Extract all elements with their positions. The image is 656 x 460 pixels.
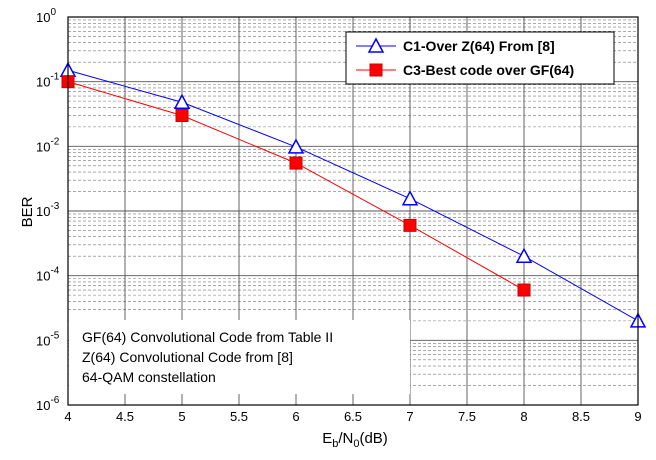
x-tick-label: 7.5	[458, 409, 476, 424]
series-layer	[59, 61, 647, 328]
data-point-square	[403, 218, 417, 232]
legend-label-c3: C3-Best code over GF(64)	[403, 62, 574, 78]
y-tick-label: 10-6	[36, 395, 60, 413]
y-tick-label: 10-4	[36, 266, 60, 284]
x-tick-label: 6.5	[344, 409, 362, 424]
x-tick-label: 8.5	[572, 409, 590, 424]
y-tick-label: 10-2	[36, 136, 60, 154]
x-tick-label: 4.5	[116, 409, 134, 424]
annotation-background	[69, 320, 410, 394]
data-point-triangle	[173, 93, 191, 110]
x-axis-label: Eb/N0(dB)	[322, 430, 388, 450]
legend-label-c1: C1-Over Z(64) From [8]	[403, 38, 555, 54]
data-point-triangle	[287, 138, 305, 154]
annotation-line-1: GF(64) Convolutional Code from Table II	[82, 329, 333, 345]
data-point-square	[175, 108, 189, 122]
x-tick-label: 4	[64, 409, 71, 424]
x-tick-label: 9	[634, 409, 641, 424]
legend-box	[345, 31, 615, 85]
data-point-square	[289, 156, 303, 170]
y-tick-label: 100	[36, 7, 56, 25]
x-tick-label: 5	[178, 409, 185, 424]
legend-marker-c1	[367, 37, 385, 53]
y-tick-label: 10-5	[36, 330, 60, 348]
annotation-line-2: Z(64) Convolutional Code from [8]	[82, 349, 293, 365]
data-point-square	[517, 283, 531, 297]
annotation-box: GF(64) Convolutional Code from Table II …	[69, 320, 410, 394]
legend: C1-Over Z(64) From [8] C3-Best code over…	[345, 31, 615, 85]
plot-frame	[67, 16, 639, 406]
y-tick-label: 10-3	[36, 201, 60, 219]
annotation-line-3: 64-QAM constellation	[82, 369, 216, 385]
series-line-1	[67, 69, 639, 322]
x-tick-label: 5.5	[230, 409, 248, 424]
y-tick-label: 10-1	[36, 72, 60, 90]
y-tick-labels: 100 10-1 10-2 10-3 10-4 10-5 10-6	[36, 7, 60, 413]
x-tick-labels: 4 4.5 5 5.5 6 6.5 7 7.5 8 8.5 9	[64, 409, 641, 424]
x-tick-label: 6	[292, 409, 299, 424]
data-point-triangle	[515, 247, 533, 263]
legend-marker-c3	[369, 63, 383, 77]
y-axis-label: BER	[19, 196, 36, 227]
x-tick-label: 7	[406, 409, 413, 424]
x-tick-label: 8	[520, 409, 527, 424]
data-point-triangle	[401, 190, 419, 206]
